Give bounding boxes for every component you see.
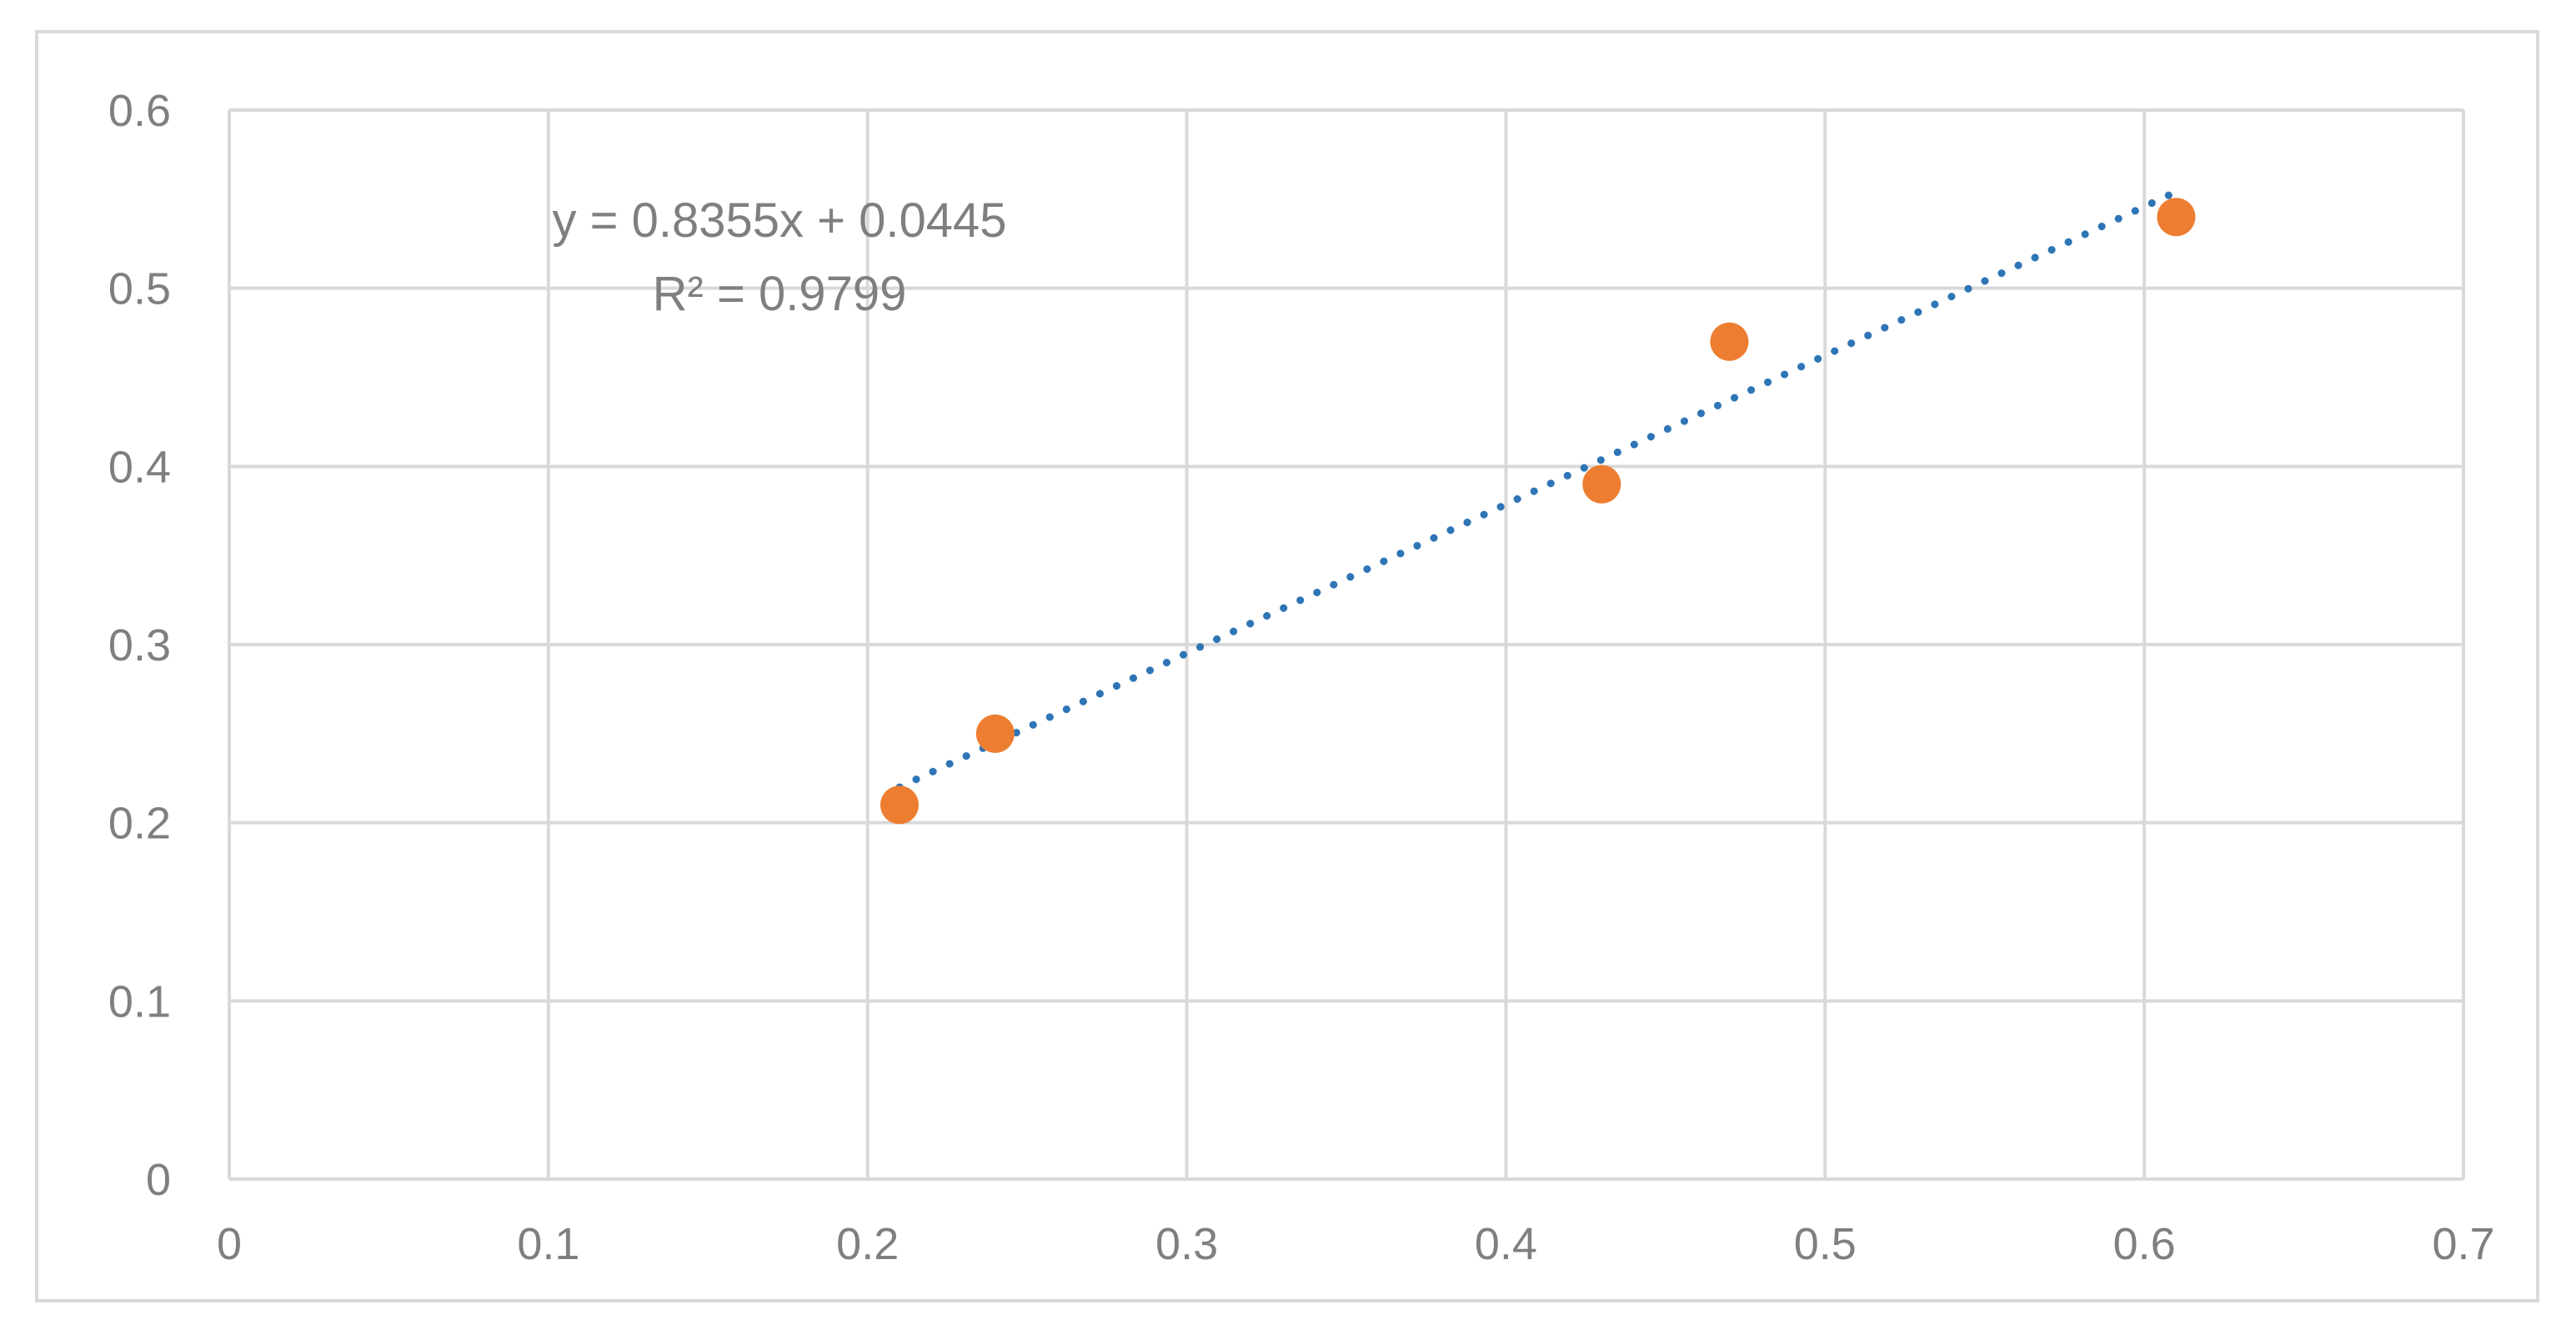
y-tick-label: 0.5 — [108, 264, 171, 314]
trendline-r-squared: R² = 0.9799 — [653, 267, 907, 321]
x-tick-label: 0 — [217, 1219, 242, 1269]
x-tick-label: 0.6 — [2113, 1219, 2176, 1269]
chart-frame — [35, 30, 2539, 1302]
grid — [228, 108, 2465, 1181]
y-tick-label: 0.1 — [108, 976, 171, 1026]
tick-labels: 0 0.1 0.2 0.3 0.4 0.5 0.6 0 0.1 0.2 0.3 0.4 0.5 0.6 0.… — [108, 86, 2495, 1269]
x-tick-label: 0.7 — [2432, 1219, 2494, 1269]
data-point-4 — [2157, 198, 2196, 237]
trendline-equation-box: y = 0.8355x + 0.0445 R² = 0.9799 — [553, 193, 1007, 321]
trendline — [895, 188, 2180, 791]
trendline-equation: y = 0.8355x + 0.0445 — [553, 193, 1007, 248]
x-tick-label: 0.3 — [1155, 1219, 1218, 1269]
data-point-0 — [880, 785, 919, 825]
y-tick-label: 0.2 — [108, 799, 171, 849]
y-tick-label: 0.6 — [108, 86, 171, 136]
x-tick-label: 0.4 — [1475, 1219, 1537, 1269]
data-points — [880, 198, 2196, 825]
y-tick-label: 0 — [146, 1155, 171, 1205]
data-point-3 — [1710, 322, 1749, 361]
trendline-path — [895, 188, 2180, 791]
y-tick-label: 0.4 — [108, 442, 171, 492]
x-tick-label: 0.2 — [836, 1219, 899, 1269]
data-point-2 — [1582, 464, 1621, 504]
data-point-1 — [975, 714, 1015, 753]
y-tick-label: 0.3 — [108, 620, 171, 670]
x-tick-label: 0.1 — [517, 1219, 579, 1269]
x-tick-label: 0.5 — [1794, 1219, 1857, 1269]
